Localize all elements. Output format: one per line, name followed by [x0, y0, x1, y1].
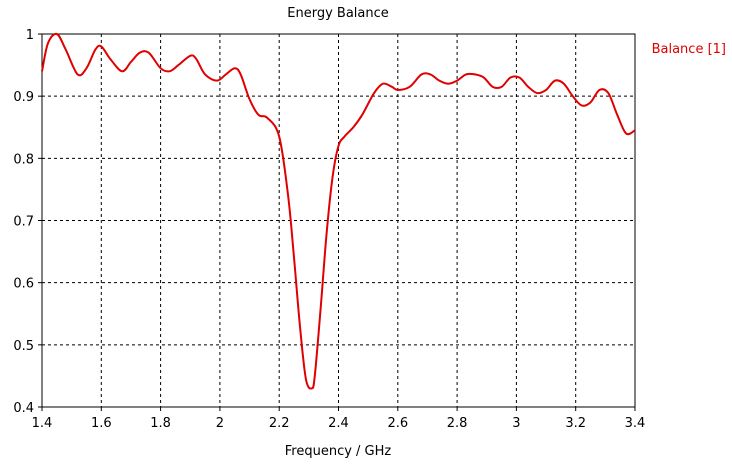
data-point	[563, 83, 565, 85]
data-point	[344, 136, 346, 138]
data-point	[397, 89, 399, 91]
data-point	[519, 77, 521, 79]
data-point	[65, 49, 67, 51]
legend-series-balance: Balance [1]	[652, 42, 726, 57]
y-tick-label: 0.5	[13, 339, 34, 354]
y-tick-label: 0.8	[13, 152, 34, 167]
data-point	[447, 83, 449, 85]
data-point	[293, 257, 295, 259]
x-tick-label: 2.8	[447, 416, 468, 431]
data-point	[77, 74, 79, 76]
data-point	[501, 86, 503, 88]
data-point	[287, 195, 289, 197]
data-point	[109, 58, 111, 60]
x-tick-label: 1.6	[91, 416, 112, 431]
data-point	[234, 67, 236, 69]
data-point	[258, 114, 260, 116]
data-point	[47, 43, 49, 45]
data-point	[527, 86, 529, 88]
x-tick-label: 2	[216, 416, 224, 431]
data-point	[409, 86, 411, 88]
data-point	[189, 55, 191, 57]
data-point	[130, 61, 132, 63]
x-tick-label: 1.4	[32, 416, 53, 431]
data-point	[338, 145, 340, 147]
data-point	[456, 80, 458, 82]
data-point	[421, 74, 423, 76]
data-point	[249, 98, 251, 100]
y-tick-label: 0.7	[13, 215, 34, 230]
data-point	[391, 86, 393, 88]
data-point	[382, 83, 384, 85]
y-tick-label: 0.4	[13, 401, 34, 416]
data-point	[305, 378, 307, 380]
data-point	[492, 86, 494, 88]
series-line-balance	[41, 32, 636, 390]
data-point	[581, 105, 583, 107]
x-tick-label: 3	[512, 416, 520, 431]
axis-ticks: 1.4 1.6 1.8 2 2.2 2.4 2.6 2.8 3 3.2 3.4 0.4 0.5 0.6 0.…	[13, 28, 645, 431]
data-point	[474, 74, 476, 76]
grid-lines	[42, 34, 635, 407]
data-point	[204, 74, 206, 76]
data-point	[572, 95, 574, 97]
data-point	[56, 33, 58, 35]
data-point	[608, 92, 610, 94]
data-point	[510, 77, 512, 79]
x-tick-label: 1.8	[150, 416, 171, 431]
chart-title: Energy Balance	[287, 6, 389, 21]
data-point	[373, 92, 375, 94]
data-point	[139, 52, 141, 54]
data-point	[616, 114, 618, 116]
data-point	[590, 102, 592, 104]
plot-area-frame	[41, 33, 636, 408]
data-point	[101, 46, 103, 48]
data-point	[353, 126, 355, 128]
data-point	[430, 74, 432, 76]
y-tick-label: 0.9	[13, 90, 34, 105]
data-point	[299, 325, 301, 327]
data-point	[634, 130, 636, 132]
data-point	[86, 67, 88, 69]
data-point	[326, 232, 328, 234]
data-point	[178, 64, 180, 66]
data-point	[169, 71, 171, 73]
data-point	[41, 71, 43, 73]
x-tick-label: 3.4	[625, 416, 646, 431]
data-point	[332, 176, 334, 178]
x-tick-label: 2.6	[387, 416, 408, 431]
x-tick-label: 3.2	[565, 416, 586, 431]
data-point	[545, 89, 547, 91]
data-point	[361, 114, 363, 116]
data-point	[320, 307, 322, 309]
data-point	[121, 71, 123, 73]
data-point	[439, 80, 441, 82]
data-point	[554, 80, 556, 82]
data-point	[216, 80, 218, 82]
data-point	[240, 74, 242, 76]
data-point	[225, 74, 227, 76]
data-point	[599, 89, 601, 91]
data-point	[195, 58, 197, 60]
data-point	[314, 375, 316, 377]
data-point	[536, 92, 538, 94]
data-point	[278, 136, 280, 138]
data-point	[148, 52, 150, 54]
data-point	[267, 117, 269, 119]
data-point	[483, 77, 485, 79]
series-layer	[41, 32, 636, 390]
x-tick-label: 2.4	[328, 416, 349, 431]
y-tick-label: 1	[26, 28, 34, 43]
data-point	[625, 133, 627, 135]
data-point	[95, 49, 97, 51]
data-point	[465, 74, 467, 76]
data-point	[311, 388, 313, 390]
x-tick-label: 2.2	[269, 416, 290, 431]
y-tick-label: 0.6	[13, 277, 34, 292]
data-point	[160, 67, 162, 69]
x-axis-label: Frequency / GHz	[285, 444, 392, 459]
